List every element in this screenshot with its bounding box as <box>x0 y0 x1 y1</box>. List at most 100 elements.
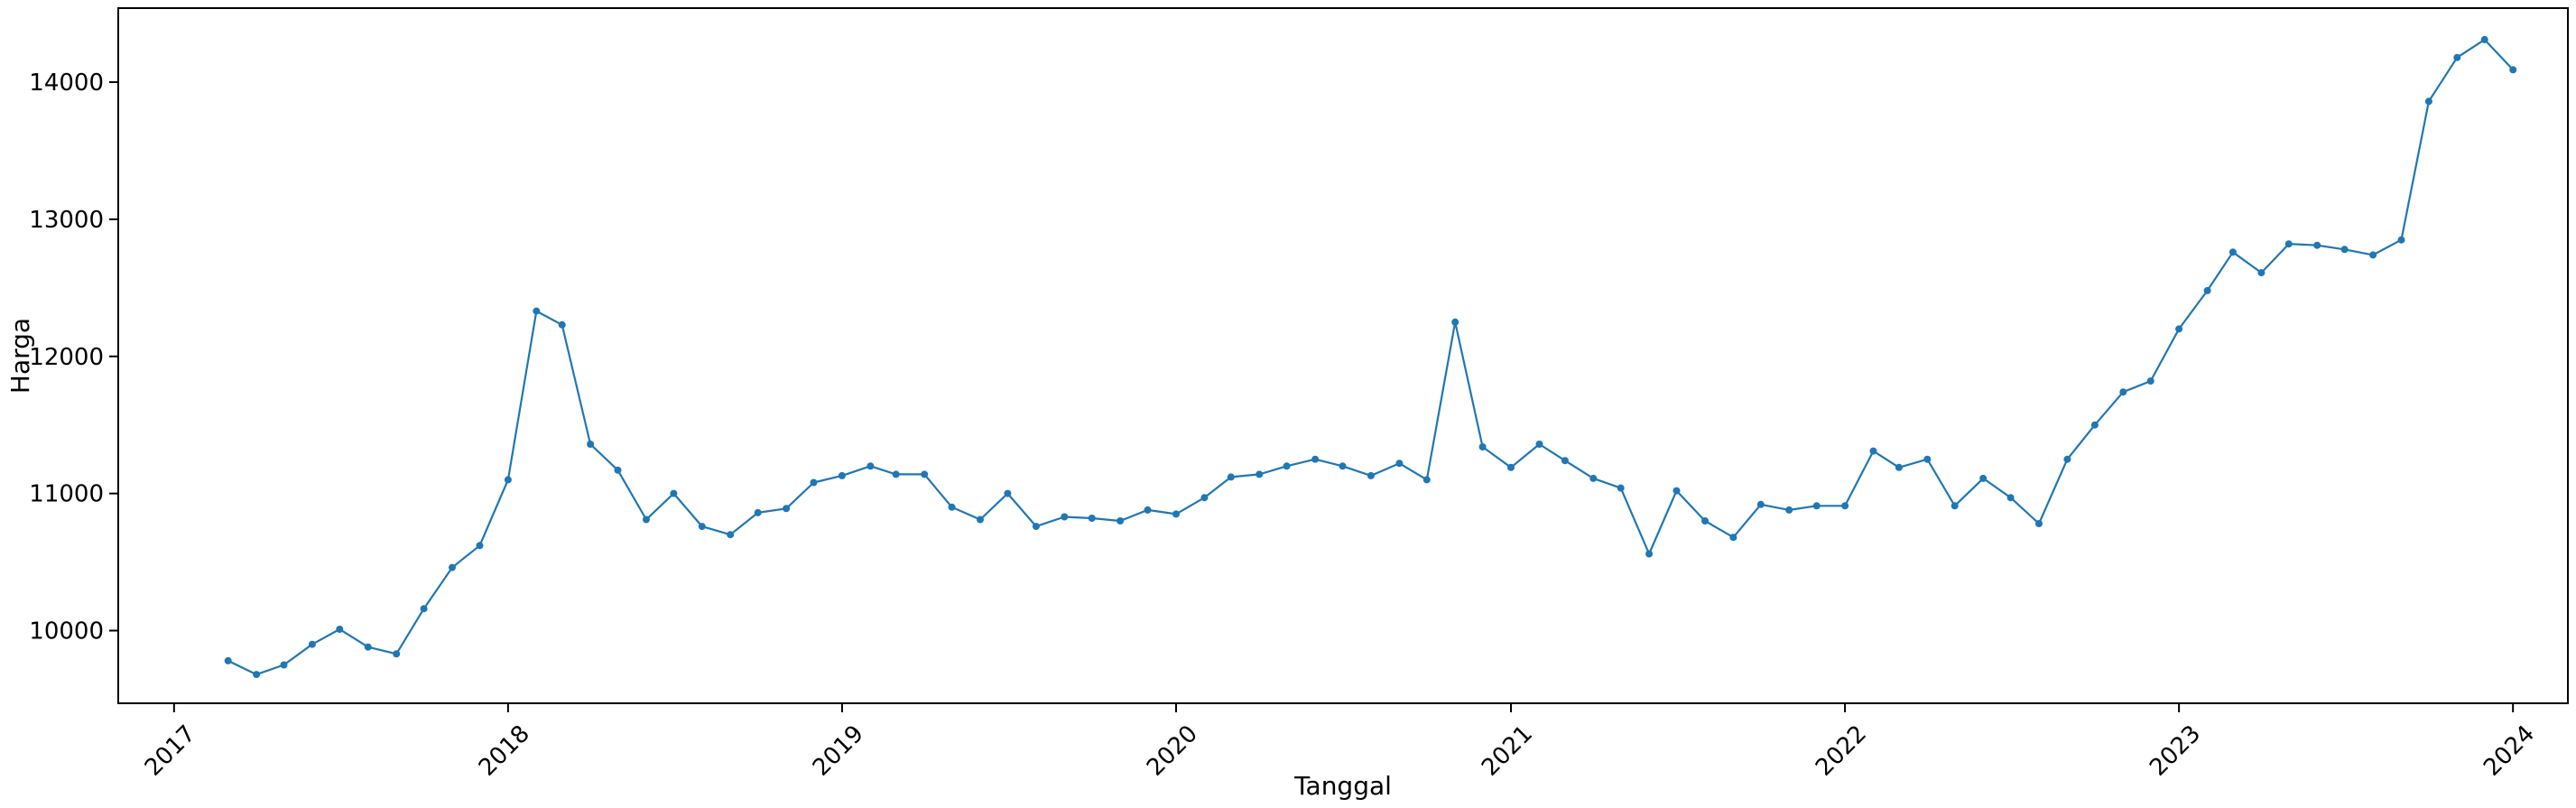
x-tick-label: 2019 <box>808 720 869 782</box>
data-point <box>1535 441 1543 448</box>
data-point <box>1756 500 1765 508</box>
data-point <box>1004 489 1012 497</box>
data-point <box>504 476 512 484</box>
x-tick-label: 2023 <box>2145 720 2206 782</box>
data-point <box>866 462 875 470</box>
data-point <box>1200 494 1209 502</box>
data-point <box>558 320 566 329</box>
data-point <box>2284 240 2293 248</box>
data-point <box>2175 325 2183 333</box>
data-point <box>1701 517 1709 525</box>
data-point <box>533 307 541 315</box>
x-axis-label: Tanggal <box>1293 771 1392 801</box>
data-point <box>393 650 401 658</box>
data-point <box>1061 513 1069 521</box>
data-point <box>698 523 706 531</box>
series-layer <box>224 35 2517 679</box>
y-tick-label: 14000 <box>29 70 104 97</box>
data-point <box>253 671 261 679</box>
data-point <box>2229 248 2237 256</box>
data-point <box>2203 286 2211 294</box>
data-point <box>1339 462 1347 470</box>
x-tick-label: 2018 <box>474 720 535 782</box>
data-point <box>1507 463 1515 471</box>
data-point <box>1367 471 1375 479</box>
y-tick-label: 12000 <box>29 344 104 371</box>
data-point <box>1812 502 1821 510</box>
data-point <box>1951 502 1959 510</box>
data-point <box>670 489 678 497</box>
y-tick-label: 13000 <box>29 207 104 234</box>
data-point <box>1172 510 1180 518</box>
data-point <box>476 542 484 550</box>
data-point <box>1144 506 1152 514</box>
data-point <box>1923 455 1932 463</box>
x-tick-label: 2017 <box>140 720 201 782</box>
x-tick-label: 2024 <box>2479 720 2540 782</box>
data-point <box>1673 487 1681 495</box>
y-tick-label: 11000 <box>29 481 104 508</box>
data-point <box>2006 494 2015 502</box>
data-point <box>1645 550 1654 558</box>
data-point <box>2424 98 2432 106</box>
data-point <box>336 626 344 633</box>
plot-frame <box>117 7 2569 704</box>
data-point <box>838 471 846 479</box>
data-point <box>449 563 456 571</box>
data-point <box>1561 457 1569 465</box>
data-point <box>977 515 984 524</box>
data-point <box>308 640 316 648</box>
data-point <box>1895 463 1903 471</box>
data-point <box>2035 520 2043 527</box>
data-point <box>2340 246 2349 254</box>
data-point <box>2090 421 2099 429</box>
data-point <box>892 470 900 478</box>
data-point <box>2063 455 2071 463</box>
data-point <box>810 478 818 487</box>
data-point <box>1729 534 1737 542</box>
data-point <box>1117 517 1125 525</box>
data-point <box>1841 502 1849 510</box>
data-point <box>2369 251 2377 259</box>
data-point <box>643 515 650 524</box>
data-point <box>2257 269 2266 277</box>
data-point <box>1617 484 1625 492</box>
y-tick-label: 10000 <box>29 618 104 645</box>
data-point <box>948 503 956 511</box>
data-point <box>1451 318 1459 326</box>
data-point <box>2119 388 2127 396</box>
data-point <box>2453 53 2461 61</box>
data-point <box>2480 35 2488 43</box>
data-point <box>2397 236 2405 244</box>
data-point <box>1088 515 1096 522</box>
data-point <box>1311 455 1320 463</box>
data-point <box>1422 476 1431 484</box>
series-line <box>227 38 2515 676</box>
data-point <box>727 531 735 539</box>
x-tick-label: 2021 <box>1477 720 1538 782</box>
data-point <box>420 605 428 613</box>
data-point <box>364 643 372 651</box>
data-point <box>2146 377 2154 385</box>
ticks-layer: 2017 2018 2019 2020 2021 2022 2023 2024 10000 110… <box>29 70 2540 782</box>
y-axis-label: Harga <box>5 318 35 394</box>
data-point <box>1227 473 1235 481</box>
x-tick-label: 2022 <box>1811 720 1872 782</box>
data-point <box>1869 447 1877 455</box>
data-point <box>921 470 929 478</box>
data-point <box>1979 474 1988 482</box>
data-point <box>783 505 791 513</box>
data-point <box>1785 506 1793 514</box>
data-point <box>614 466 622 474</box>
data-point <box>280 661 288 669</box>
data-point <box>1256 470 1264 478</box>
data-point <box>1478 443 1487 450</box>
data-point <box>1589 474 1598 482</box>
data-point <box>2509 66 2517 74</box>
data-point <box>754 508 762 516</box>
data-point <box>1283 462 1291 470</box>
data-point <box>1032 523 1040 531</box>
data-point <box>224 656 232 664</box>
x-tick-label: 2020 <box>1142 720 1203 782</box>
